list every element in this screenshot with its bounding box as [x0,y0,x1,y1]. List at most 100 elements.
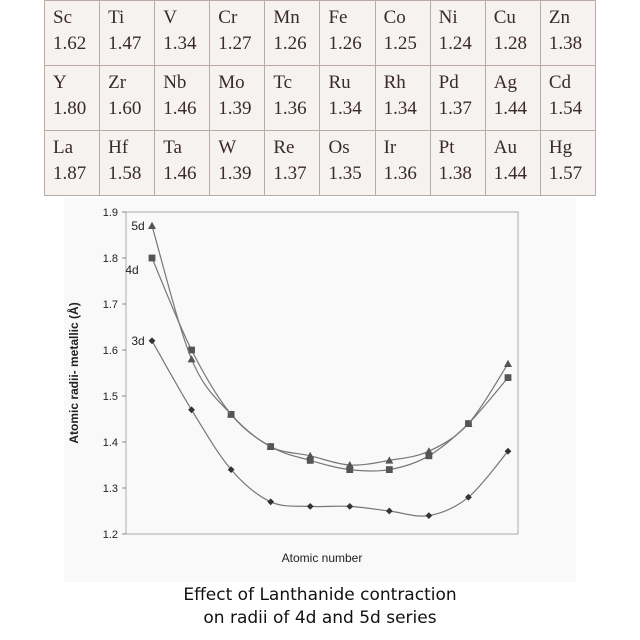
element-symbol: Cu [493,7,516,28]
y-tick-label: 1.6 [103,345,118,357]
data-point-5d [345,461,354,469]
series-labels: 3d 4d 5d [125,219,144,348]
data-point-4d [188,346,195,354]
element-symbol: Rh [383,72,406,93]
element-symbol: Ru [328,72,351,93]
data-point-3d [188,406,195,414]
data-point-3d [425,512,433,519]
element-symbol: Pd [438,72,459,93]
element-cell: V 1.34 [154,0,211,66]
y-tick-label: 1.7 [103,299,118,311]
data-point-4d [346,466,354,473]
element-radius: 1.27 [218,33,252,54]
atomic-radii-chart: 1.2 1.3 1.4 1.5 1.6 1.7 1.8 1.9 3d 4d 5d Atomic n… [66,207,519,565]
element-symbol: Y [53,72,67,93]
element-radius: 1.39 [218,98,252,119]
data-point-4d [306,457,314,464]
series-line-5d [151,225,509,466]
y-tick-label: 1.9 [103,207,118,219]
element-radius: 1.87 [53,163,87,184]
element-symbol: Zr [108,72,127,93]
element-cell: Fe 1.26 [319,0,376,66]
element-cell: La 1.87 [43,130,101,196]
element-radius: 1.37 [273,163,307,184]
plot-frame [125,211,519,535]
data-point-5d [306,451,315,459]
element-cell: Nb 1.46 [154,65,211,131]
element-symbol: Au [493,137,517,158]
element-symbol: Cd [548,72,572,93]
series-line-3d [151,340,509,517]
element-cell: Mn 1.26 [264,0,321,66]
element-cell: Ti 1.47 [99,0,156,66]
element-cell: Au 1.44 [484,130,541,196]
element-symbol: Cr [218,7,238,28]
element-symbol: La [53,137,74,158]
element-radius: 1.58 [108,163,142,184]
data-point-4d [504,374,512,381]
element-symbol: Fe [328,7,348,28]
series-line-4d [151,257,509,472]
element-radius: 1.38 [438,163,472,184]
element-cell: Zr 1.60 [99,65,156,131]
element-radius: 1.34 [383,98,417,119]
data-point-3d [504,447,512,455]
element-radius: 1.38 [548,33,583,54]
element-symbol: Ta [163,137,182,158]
element-radius: 1.62 [53,33,87,54]
data-point-3d [267,498,275,506]
element-cell: Cd 1.54 [539,65,597,131]
element-radius: 1.26 [273,33,307,54]
element-radius: 1.54 [548,98,583,119]
element-cell: Ir 1.36 [374,130,431,196]
y-tick-label: 1.4 [103,437,118,449]
data-point-4d [425,452,433,460]
element-symbol: Ag [493,72,517,93]
table-row: La 1.87 Hf 1.58 Ta 1.46 W 1.39 Re 1.37 Os 1.35 Ir 1.3… [43,130,597,196]
element-radius: 1.28 [493,33,527,54]
element-symbol: Hg [548,137,573,158]
element-symbol: Hf [108,137,129,158]
data-point-3d [385,507,393,515]
element-cell: Pd 1.37 [429,65,486,131]
element-cell: Hf 1.58 [99,130,156,196]
element-symbol: Tc [273,72,293,93]
element-cell: Cu 1.28 [484,0,541,66]
series-group [148,221,512,519]
element-symbol: Os [328,137,350,158]
table-row: Y 1.80 Zr 1.60 Nb 1.46 Mo 1.39 Tc 1.36 Ru 1.34 Rh 1.3… [43,65,597,131]
y-tick-label: 1.8 [103,253,118,265]
caption-line-1: Effect of Lanthanide contraction [183,585,457,605]
element-symbol: Ir [383,137,397,158]
element-radius: 1.26 [328,33,362,54]
element-radius: 1.80 [53,98,87,119]
series-label-4d: 4d [125,263,138,277]
element-symbol: Zn [548,7,570,28]
data-point-3d [148,337,156,345]
element-cell: Hg 1.57 [539,130,597,196]
atomic-radii-table: Sc 1.62 Ti 1.47 V 1.34 Cr 1.27 Mn 1.26 Fe 1.26 Co 1.2… [43,0,597,196]
data-point-5d [385,456,394,464]
data-point-5d [148,221,156,229]
element-symbol: Mn [273,7,300,28]
chart-figure: 1.2 1.3 1.4 1.5 1.6 1.7 1.8 1.9 3d 4d 5d Atomic n… [64,198,576,582]
element-radius: 1.57 [548,163,583,184]
element-symbol: Pt [438,137,455,158]
element-radius: 1.44 [493,98,527,119]
data-point-4d [148,254,156,262]
data-point-5d [266,442,275,450]
element-cell: Y 1.80 [43,65,101,131]
y-tick-label: 1.5 [103,391,118,403]
y-tick-label: 1.2 [103,529,118,541]
data-point-3d [227,466,235,473]
element-radius: 1.37 [438,98,472,119]
data-point-5d [464,419,473,427]
data-point-3d [346,503,354,510]
element-radius: 1.36 [383,163,417,184]
data-point-3d [465,493,472,501]
element-symbol: Ni [438,7,458,28]
element-cell: Cr 1.27 [209,0,266,66]
element-radius: 1.25 [383,33,417,54]
element-cell: Co 1.25 [374,0,431,66]
element-cell: Ag 1.44 [484,65,541,131]
